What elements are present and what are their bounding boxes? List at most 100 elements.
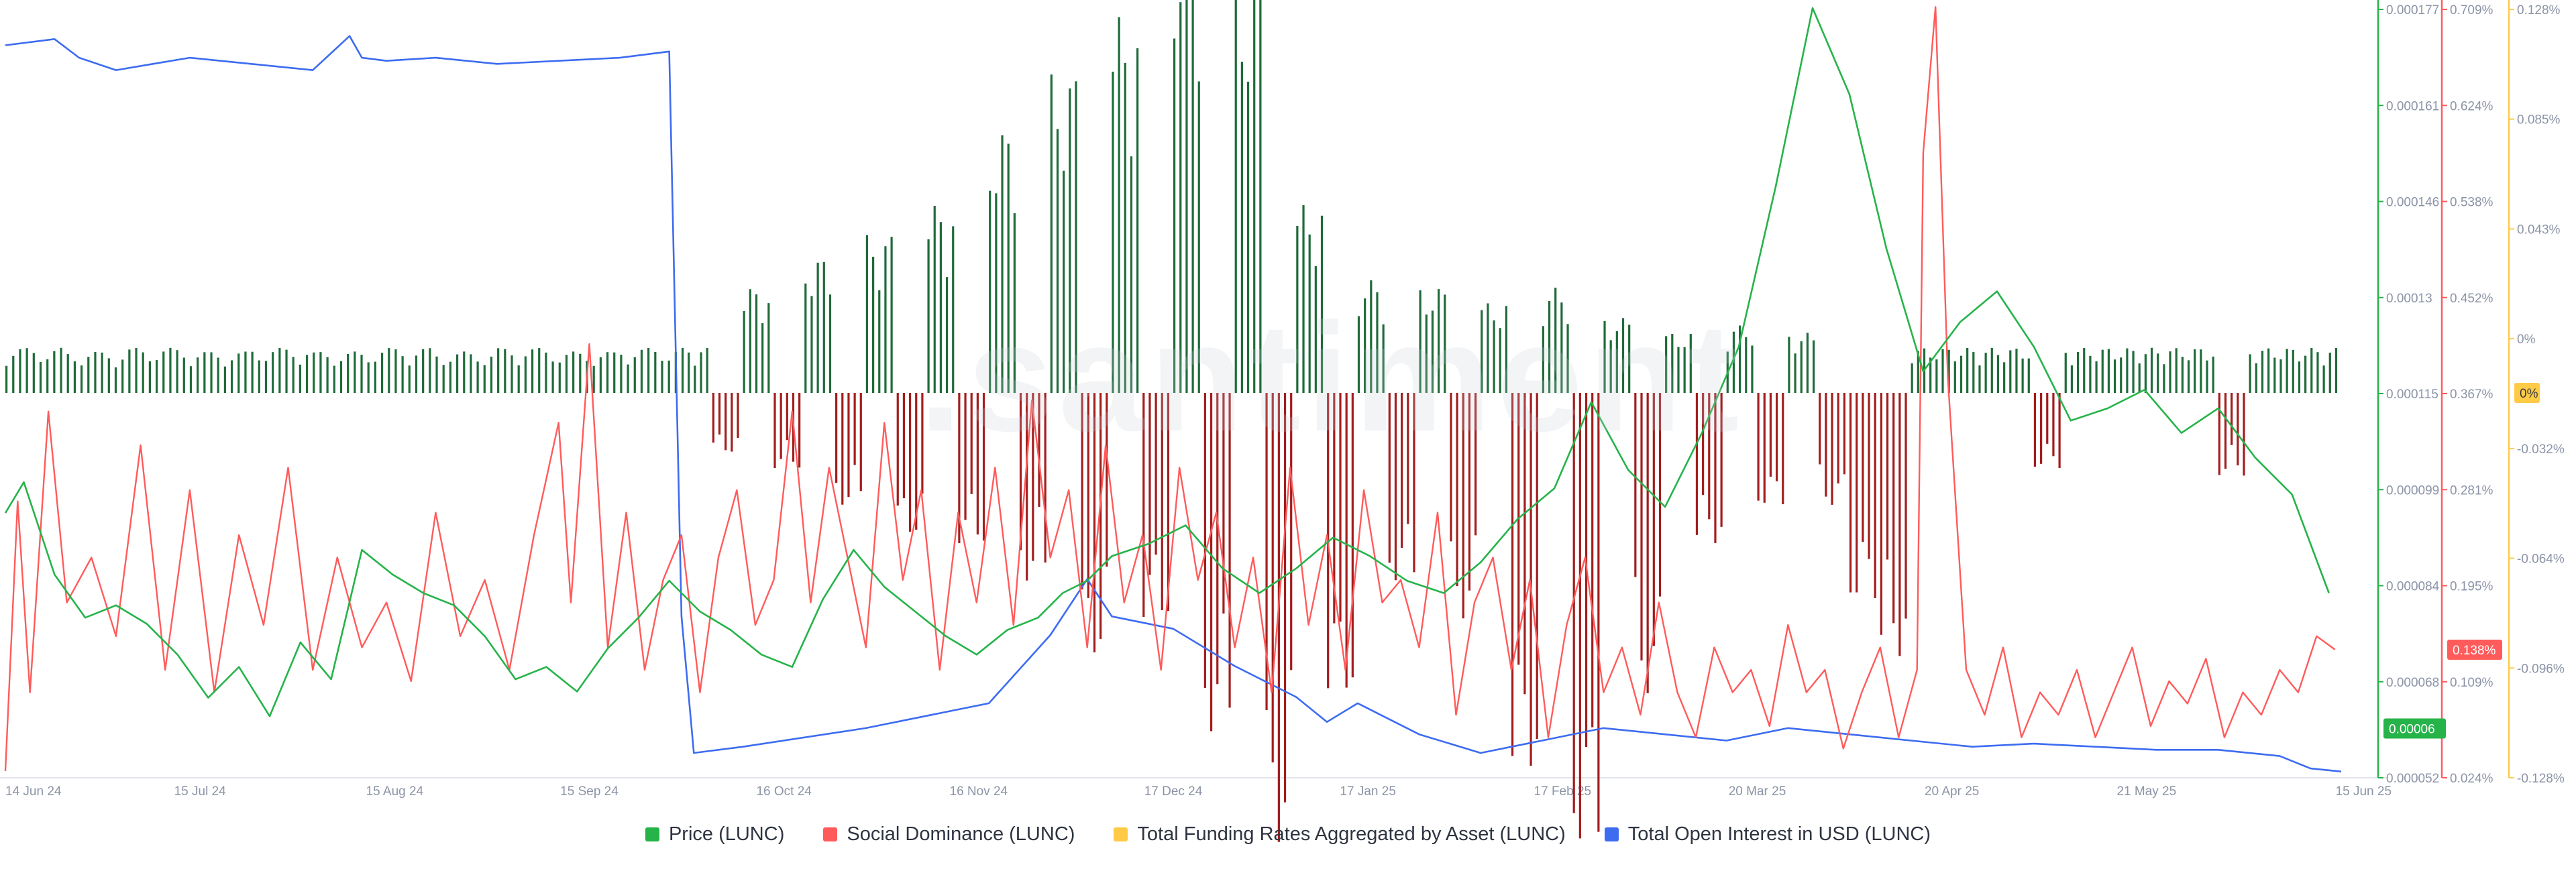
funding-rate-bar bbox=[442, 365, 445, 393]
x-tick-label: 17 Jan 25 bbox=[1340, 784, 1395, 799]
funding-rate-bar bbox=[1487, 303, 1489, 393]
funding-rate-bar bbox=[1874, 393, 1876, 598]
price-tick-label: 0.00013 bbox=[2386, 292, 2432, 306]
funding-rate-bar bbox=[2138, 363, 2141, 393]
funding-rate-bar bbox=[865, 235, 869, 393]
funding-rate-bar bbox=[810, 296, 813, 393]
price-current-label: 0.00006 bbox=[2389, 723, 2435, 737]
funding-rate-bar bbox=[2095, 361, 2098, 393]
funding-rate-bar bbox=[66, 354, 69, 393]
funding-rate-bar bbox=[1364, 298, 1366, 393]
funding-rate-bar bbox=[2157, 353, 2159, 393]
funding-rate-bar bbox=[2126, 348, 2129, 393]
funding-rate-bar bbox=[2089, 355, 2092, 393]
funding-rate-bar bbox=[374, 361, 376, 393]
funding-rate-bar bbox=[1253, 0, 1256, 393]
funding-rate-bar bbox=[2021, 358, 2024, 393]
funding-rate-bar bbox=[1038, 393, 1040, 507]
funding-rate-bar bbox=[1929, 357, 1932, 393]
funding-rate-tick-label: 0% bbox=[2517, 333, 2536, 347]
funding-rate-bar bbox=[1720, 393, 1723, 527]
funding-rate-bar bbox=[1819, 393, 1821, 465]
funding-rate-bar bbox=[2058, 393, 2061, 468]
legend-item-open-interest[interactable]: Total Open Interest in USD (LUNC) bbox=[1604, 823, 1931, 845]
funding-rate-bar bbox=[1499, 328, 1501, 393]
funding-rate-bar bbox=[333, 365, 335, 393]
price-line bbox=[4, 7, 2330, 717]
funding-rate-bar bbox=[155, 360, 158, 393]
funding-rate-bar bbox=[1609, 340, 1612, 393]
funding-rate-bar bbox=[1308, 234, 1311, 393]
funding-rate-tick-label: 0.043% bbox=[2517, 223, 2561, 237]
funding-rate-bar bbox=[1136, 48, 1139, 393]
funding-rate-bar bbox=[1271, 393, 1274, 763]
funding-rate-bar bbox=[1419, 290, 1421, 393]
funding-rate-bar bbox=[1560, 302, 1563, 393]
funding-rate-bar bbox=[189, 366, 193, 393]
funding-rate-bar bbox=[2015, 349, 2018, 393]
funding-rate-bar bbox=[60, 347, 62, 393]
legend-item-price[interactable]: Price (LUNC) bbox=[645, 823, 784, 845]
funding-rate-tick-label: -0.064% bbox=[2517, 552, 2565, 567]
funding-rate-bar bbox=[1689, 334, 1692, 393]
funding-rate-bar bbox=[1203, 393, 1207, 688]
funding-rate-bar bbox=[2231, 393, 2233, 445]
social-dominance-tick-label: 0.024% bbox=[2450, 772, 2493, 786]
funding-rate-bar bbox=[1277, 393, 1280, 842]
funding-rate-bar bbox=[326, 357, 329, 393]
funding-rate-bar bbox=[2040, 393, 2043, 464]
funding-rate-bar bbox=[1099, 393, 1102, 639]
funding-rate-bar bbox=[169, 347, 172, 393]
funding-rate-bar bbox=[1013, 213, 1016, 393]
funding-rate-bar bbox=[859, 393, 862, 491]
funding-rate-bar bbox=[822, 261, 825, 393]
funding-rate-bar bbox=[1450, 393, 1452, 542]
funding-rate-bar bbox=[681, 347, 684, 393]
legend-item-funding-rates[interactable]: Total Funding Rates Aggregated by Asset … bbox=[1114, 823, 1566, 845]
funding-rate-bar bbox=[2120, 357, 2123, 393]
funding-rate-bar bbox=[627, 364, 629, 393]
funding-rate-bar bbox=[835, 393, 838, 483]
social-dominance-tick-label: 0.709% bbox=[2450, 3, 2493, 17]
funding-rate-bar bbox=[1714, 393, 1717, 543]
legend-item-social-dominance[interactable]: Social Dominance (LUNC) bbox=[823, 823, 1075, 845]
funding-rate-bar bbox=[517, 365, 520, 393]
funding-rate-bar bbox=[749, 289, 751, 393]
funding-rate-bar bbox=[1370, 280, 1373, 393]
funding-rate-bar bbox=[558, 362, 561, 393]
funding-rate-bar bbox=[1603, 320, 1606, 393]
funding-rate-bar bbox=[853, 393, 856, 465]
funding-rate-bar bbox=[354, 351, 356, 393]
funding-rate-bar bbox=[2261, 351, 2264, 393]
funding-rate-bar bbox=[401, 356, 404, 393]
funding-rate-bar bbox=[661, 360, 663, 393]
funding-rate-bar bbox=[19, 349, 21, 393]
funding-rate-bar bbox=[1351, 393, 1354, 678]
funding-rate-bar bbox=[197, 357, 199, 393]
funding-rate-bar bbox=[394, 349, 397, 393]
funding-rate-bar bbox=[1063, 170, 1065, 393]
funding-rate-bar bbox=[551, 361, 554, 393]
funding-rate-bar bbox=[2334, 347, 2338, 393]
funding-rate-bar bbox=[1947, 349, 1950, 393]
price-tick-label: 0.000115 bbox=[2386, 388, 2438, 402]
legend-swatch-price bbox=[645, 827, 659, 841]
funding-rate-bar bbox=[1197, 81, 1200, 393]
funding-rate-current-label: 0% bbox=[2520, 387, 2538, 401]
x-tick-label: 16 Nov 24 bbox=[950, 784, 1008, 799]
funding-rate-bar bbox=[39, 361, 42, 393]
funding-rate-bar bbox=[1394, 393, 1397, 581]
funding-rate-bar bbox=[1112, 71, 1114, 394]
funding-rate-bar bbox=[970, 393, 973, 494]
funding-rate-bar bbox=[1185, 0, 1188, 393]
funding-rate-bar bbox=[1868, 393, 1870, 559]
funding-rate-bar bbox=[1548, 300, 1551, 393]
funding-rate-tick-label: -0.032% bbox=[2517, 443, 2565, 457]
legend-label-open-interest: Total Open Interest in USD (LUNC) bbox=[1627, 823, 1931, 845]
funding-rate-bar bbox=[422, 349, 425, 393]
funding-rate-bar bbox=[1941, 349, 1944, 393]
funding-rate-bar bbox=[1493, 320, 1495, 393]
funding-rate-bar bbox=[933, 206, 936, 393]
funding-rate-bar bbox=[724, 393, 727, 451]
funding-rate-bar bbox=[654, 351, 657, 393]
